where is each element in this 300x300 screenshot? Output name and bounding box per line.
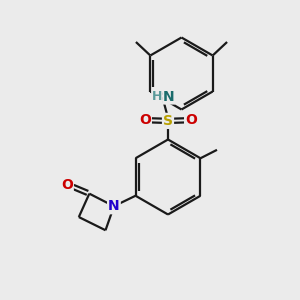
Text: O: O (61, 178, 73, 192)
Text: H: H (152, 90, 162, 104)
Text: O: O (185, 113, 197, 127)
Text: S: S (163, 114, 173, 128)
Text: N: N (163, 90, 175, 104)
Text: N: N (108, 199, 120, 213)
Text: O: O (139, 113, 151, 127)
